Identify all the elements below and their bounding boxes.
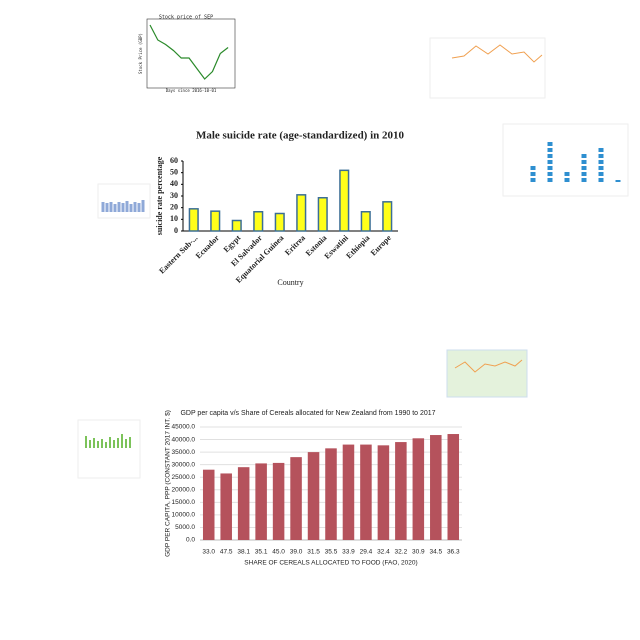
bar — [296, 194, 307, 232]
y-tick-label: 60 — [170, 156, 178, 165]
bar — [188, 208, 199, 232]
chart: Stock price of SEP Days since 2016-10-01 S… — [138, 15, 236, 93]
x-tick-label: 29.4 — [360, 549, 373, 556]
y-tick-label: 40000.0 — [172, 436, 196, 443]
bar — [202, 469, 215, 540]
bar — [360, 444, 372, 540]
x-tick-label: 32.2 — [395, 549, 408, 556]
bar — [360, 211, 371, 232]
y-axis-label: suicide rate percentage — [155, 156, 164, 235]
y-tick-label: 40 — [170, 179, 178, 188]
y-tick-label: 5000.0 — [175, 524, 195, 531]
thumbnail-green-line — [446, 349, 528, 398]
bar — [231, 219, 242, 232]
bar — [307, 452, 320, 540]
bar — [430, 435, 442, 540]
x-tick-label: 47.5 — [220, 549, 233, 556]
thumbnail-dot-plot — [502, 123, 629, 197]
thumbnail-blue-bars — [97, 183, 151, 219]
x-tick-label: 30.9 — [412, 549, 425, 556]
bar — [272, 462, 285, 540]
x-axis-label: SHARE OF CEREALS ALLOCATED TO FOOD (FAO,… — [244, 560, 417, 567]
x-tick-label: 35.1 — [255, 549, 268, 556]
bar — [317, 197, 328, 232]
thumbnail-green-bars — [77, 419, 141, 479]
y-tick-label: 20000.0 — [172, 486, 196, 493]
y-tick-label: 15000.0 — [172, 499, 196, 506]
line — [149, 24, 229, 80]
bar — [342, 444, 355, 540]
bar — [255, 463, 267, 540]
bar — [220, 473, 232, 540]
bar — [412, 438, 425, 540]
bar — [339, 169, 350, 232]
bar — [237, 467, 250, 540]
y-tick-label: 50 — [170, 167, 178, 176]
y-tick-label: 10 — [170, 214, 178, 223]
bar — [377, 445, 390, 540]
x-tick-label: 36.3 — [447, 549, 460, 556]
y-axis-label: GDP PER CAPITA, PPP (CONSTANT 2017 INT. … — [165, 410, 172, 557]
chart: GDP per capita v/s Share of Cereals allo… — [165, 410, 462, 567]
y-axis-label: Stock Price (GBP) — [138, 33, 143, 74]
x-tick-label: Ecuador — [194, 233, 221, 260]
bar — [210, 210, 221, 232]
chart: Male suicide rate (age-standardized) in … — [155, 130, 405, 287]
thumbnail-orange-line — [429, 37, 546, 99]
chart-title: GDP per capita v/s Share of Cereals allo… — [180, 410, 435, 417]
y-tick-label: 20 — [170, 202, 178, 211]
chart-title: Stock price of SEP — [159, 15, 213, 21]
x-tick-label: 31.5 — [307, 549, 320, 556]
x-tick-label: 33.9 — [342, 549, 355, 556]
y-tick-label: 45000.0 — [172, 424, 196, 431]
x-tick-label: 35.5 — [325, 549, 338, 556]
y-tick-label: 10000.0 — [172, 512, 196, 519]
plot-frame — [146, 18, 236, 89]
bar — [395, 442, 407, 540]
bar — [290, 457, 302, 540]
y-tick-label: 30000.0 — [172, 461, 196, 468]
bar — [325, 448, 337, 540]
bar — [274, 212, 285, 232]
chart-title: Male suicide rate (age-standardized) in … — [196, 130, 405, 142]
x-axis-label: Days since 2016-10-01 — [166, 88, 217, 93]
x-tick-label: 33.0 — [202, 549, 215, 556]
bar — [382, 201, 393, 232]
x-tick-label: 38.1 — [237, 549, 250, 556]
bar — [253, 211, 264, 232]
y-tick-label: 0.0 — [186, 537, 195, 544]
x-tick-label: Ethiopia — [344, 233, 371, 260]
x-axis-label: Country — [277, 278, 303, 287]
x-tick-label: 32.4 — [377, 549, 390, 556]
y-tick-label: 35000.0 — [172, 449, 196, 456]
x-tick-label: 45.0 — [272, 549, 285, 556]
x-tick-label: 34.5 — [429, 549, 442, 556]
y-tick-label: 30 — [170, 191, 178, 200]
x-tick-label: Europe — [369, 233, 394, 258]
y-tick-label: 25000.0 — [172, 474, 196, 481]
x-tick-label: Eritrea — [283, 233, 307, 257]
y-tick-label: 0 — [174, 226, 178, 235]
x-tick-label: 39.0 — [290, 549, 303, 556]
bar — [447, 434, 460, 540]
